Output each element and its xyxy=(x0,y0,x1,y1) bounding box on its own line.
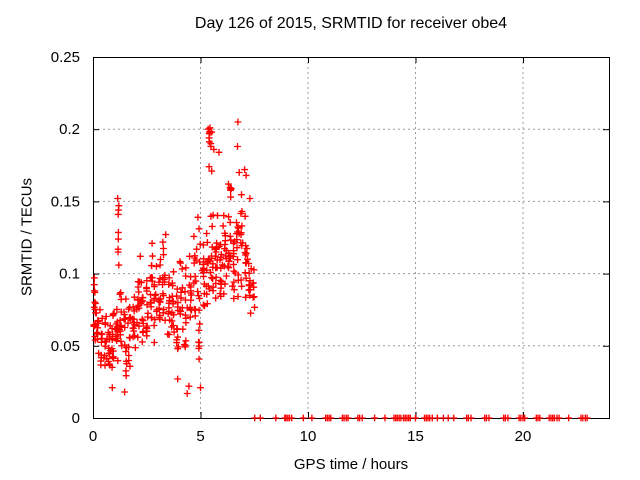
x-tick-label: 10 xyxy=(300,428,317,445)
y-tick-label: 0 xyxy=(72,410,80,427)
grid-lines xyxy=(93,57,609,418)
y-tick-label: 0.05 xyxy=(51,338,80,355)
y-tick-labels: 0 0.05 0.1 0.15 0.2 0.25 xyxy=(51,49,80,427)
axis-ticks xyxy=(93,57,609,419)
x-tick-label: 5 xyxy=(196,428,204,445)
y-tick-label: 0.15 xyxy=(51,193,80,210)
y-tick-label: 0.25 xyxy=(51,49,80,66)
chart-title: Day 126 of 2015, SRMTID for receiver obe… xyxy=(194,15,508,32)
x-axis-label: GPS time / hours xyxy=(293,456,409,473)
scatter-points xyxy=(90,118,591,422)
y-tick-label: 0.1 xyxy=(59,266,80,283)
plot-border xyxy=(93,57,610,419)
x-tick-label: 0 xyxy=(89,428,97,445)
x-tick-label: 15 xyxy=(407,428,424,445)
x-tick-labels: 0 5 10 15 20 xyxy=(89,428,532,445)
x-tick-label: 20 xyxy=(515,428,532,445)
y-tick-label: 0.2 xyxy=(59,121,80,138)
